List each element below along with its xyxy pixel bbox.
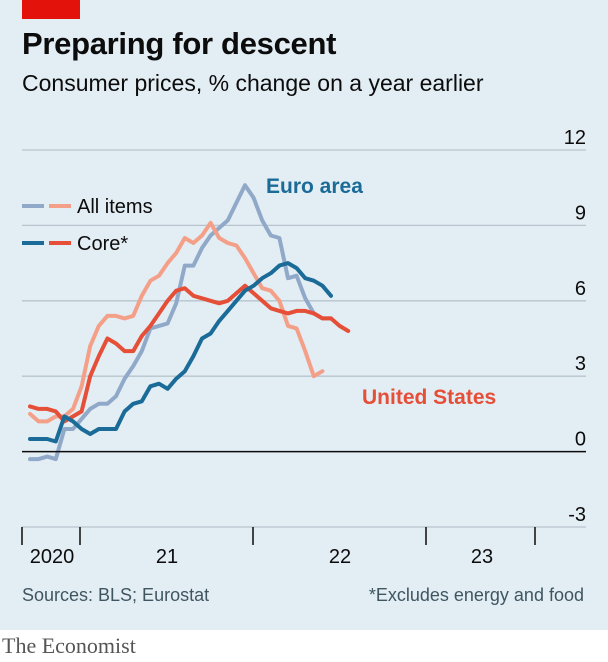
brand-red-tab <box>22 0 80 19</box>
x-tick-label: 23 <box>471 546 493 568</box>
y-tick-label: 0 <box>575 429 586 451</box>
y-tick-label: 9 <box>575 202 586 224</box>
source-note: Sources: BLS; Eurostat <box>22 585 210 605</box>
y-tick-label: 3 <box>575 353 586 375</box>
chart-subtitle: Consumer prices, % change on a year earl… <box>22 70 484 96</box>
y-tick-label: -3 <box>568 504 586 526</box>
legend-label: All items <box>77 196 153 218</box>
chart-title: Preparing for descent <box>22 26 337 61</box>
series-line-us-all <box>28 220 325 424</box>
line-chart: -3 0 3 6 9 12 2020 21 22 23 All items Core* Euro are… <box>21 127 586 568</box>
legend-label: Core* <box>77 233 128 255</box>
x-tick-label: 22 <box>329 546 351 568</box>
series-annotation: United States <box>362 386 496 409</box>
series-line-us-core <box>28 283 351 424</box>
x-tick-label: 2020 <box>30 546 75 568</box>
series-annotation: Euro area <box>266 175 363 198</box>
brand-wordmark: The Economist <box>2 633 136 658</box>
chart-panel <box>0 0 608 630</box>
series-line-euro-all <box>28 183 333 462</box>
y-tick-label: 6 <box>575 278 586 300</box>
series-line-euro-core <box>28 261 333 444</box>
x-tick-label: 21 <box>156 546 178 568</box>
y-tick-label: 12 <box>564 127 586 149</box>
footnote: *Excludes energy and food <box>368 585 584 605</box>
